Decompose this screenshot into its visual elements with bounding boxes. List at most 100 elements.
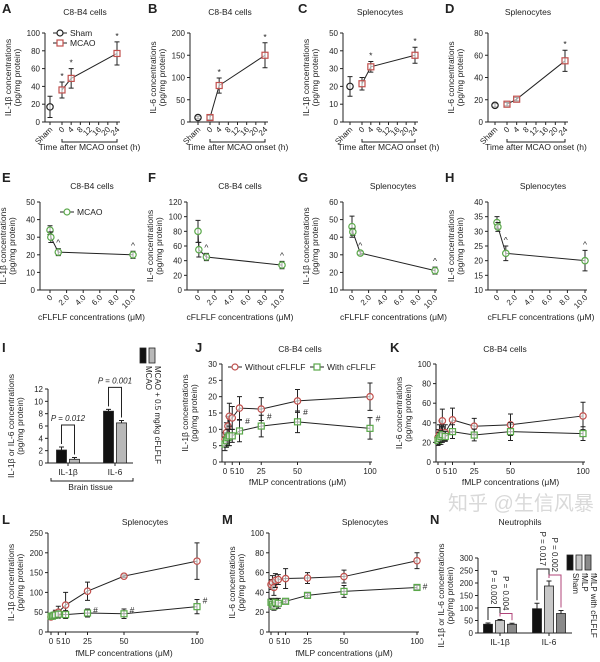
p-value: P = 0.002 bbox=[489, 570, 498, 605]
chart-title: C8-B4 cells bbox=[483, 344, 526, 354]
data-point bbox=[282, 597, 290, 605]
data-point bbox=[206, 113, 214, 122]
panel-letter: C bbox=[298, 1, 308, 16]
y-tick-label: 60 bbox=[173, 242, 182, 251]
x-tick-label: 0 bbox=[193, 293, 203, 303]
y-tick-label: 40 bbox=[26, 216, 35, 225]
y-tick-label: 40 bbox=[474, 198, 483, 207]
x-tick-label: 100 bbox=[576, 467, 590, 476]
y-tick-label: 100 bbox=[169, 213, 183, 222]
y-tick-label: 40 bbox=[173, 257, 182, 266]
y-tick-label: 50 bbox=[464, 617, 473, 626]
y-tick-label: 150 bbox=[30, 569, 44, 578]
comparison-bracket bbox=[536, 568, 550, 601]
error-bar bbox=[497, 619, 503, 621]
legend-swatch bbox=[584, 554, 592, 571]
x-axis-label: Time after MCAO onset (h) bbox=[338, 142, 440, 152]
significance-mark: # bbox=[376, 414, 381, 424]
x-tick-label: 8 bbox=[521, 125, 531, 135]
panel-letter: A bbox=[2, 1, 12, 16]
y-axis-label: (pg/mg protein) bbox=[7, 217, 17, 275]
x-tick-label: 2.0 bbox=[205, 293, 220, 308]
x-axis-label: Time after MCAO onset (h) bbox=[39, 142, 141, 152]
bar-series-1: fMLP bbox=[495, 554, 589, 634]
legend-label: Sham bbox=[571, 573, 580, 594]
group-label: IL-1β bbox=[490, 637, 510, 647]
x-axis-label: fMLP concentrations (μM) bbox=[462, 477, 560, 487]
x-axis-label: Time after MCAO onset (h) bbox=[187, 142, 289, 152]
y-tick-label: 25 bbox=[474, 242, 483, 251]
series-1: # # # # bbox=[221, 407, 381, 452]
significance-mark: * bbox=[115, 31, 119, 41]
x-tick-label: 6.0 bbox=[392, 293, 407, 308]
panel-h: H 10 15 20 25 30 35 40 IL-6 concentrations (pg/mg… bbox=[445, 170, 595, 322]
p-value: P = 0.004 bbox=[501, 576, 510, 611]
panel-letter: G bbox=[298, 170, 308, 185]
x-tick-label: 25 bbox=[257, 467, 266, 476]
legend-label: Sham bbox=[70, 28, 92, 38]
x-tick-label: 0 bbox=[45, 293, 55, 303]
data-point bbox=[61, 610, 70, 619]
y-axis-label: (pg/mg protein) bbox=[455, 217, 465, 275]
data-point bbox=[579, 429, 587, 438]
y-tick-label: 60 bbox=[255, 569, 264, 578]
legend-marker bbox=[231, 363, 239, 371]
y-tick-label: 30 bbox=[329, 251, 338, 260]
y-tick-label: 100 bbox=[172, 74, 186, 83]
watermark: 知乎 @生信风暴 bbox=[448, 492, 594, 515]
error-bar bbox=[558, 610, 564, 614]
data-point bbox=[281, 574, 290, 583]
x-axis-label: cFLFLF concentrations (μM) bbox=[38, 312, 145, 322]
x-tick-label: 24 bbox=[109, 125, 122, 138]
y-tick-label: 250 bbox=[30, 529, 44, 538]
x-tick-label: 5 bbox=[230, 467, 235, 476]
y-tick-label: 0 bbox=[213, 458, 218, 467]
x-tick-label: 8.0 bbox=[107, 293, 122, 308]
significance-mark: # bbox=[423, 581, 428, 591]
panel-letter: D bbox=[445, 1, 454, 16]
panel-g: G 10 20 30 40 50 60 IL-1β concentrations (pg/mg … bbox=[298, 170, 447, 322]
legend-label: fMLP with cFLFLF bbox=[589, 573, 598, 638]
time-bracket bbox=[209, 139, 266, 143]
y-tick-label: 0 bbox=[260, 628, 265, 637]
y-tick-label: 0 bbox=[36, 118, 41, 127]
y-tick-label: 50 bbox=[34, 608, 43, 617]
y-axis-label: (pg/mg protein) bbox=[189, 384, 199, 442]
y-tick-label: 80 bbox=[31, 47, 40, 56]
data-point bbox=[340, 572, 348, 581]
panel-e: E 0 10 20 30 40 50 IL-1β concentrations (pg/mg p… bbox=[0, 170, 145, 322]
series-0: ^^ bbox=[348, 215, 439, 275]
x-tick-label: 0 bbox=[205, 125, 215, 135]
data-point bbox=[120, 610, 128, 618]
bar bbox=[56, 449, 67, 464]
p-value: P = 0.001 bbox=[98, 376, 132, 385]
y-tick-label: 0 bbox=[39, 459, 44, 468]
legend-label: fMLP bbox=[580, 573, 589, 592]
x-tick-label: 0 bbox=[436, 467, 441, 476]
panel-b: B 0 50 100 150 200 IL-6 concentrations (pg/mg p… bbox=[148, 1, 289, 152]
data-point bbox=[228, 414, 237, 422]
data-point bbox=[193, 557, 201, 565]
y-tick-label: 30 bbox=[474, 227, 483, 236]
legend-marker bbox=[56, 39, 64, 47]
panel-i: I 0 2 4 6 8 10 12 IL-1β or IL-6 concentrations (p… bbox=[2, 340, 162, 492]
y-tick-label: 50 bbox=[26, 198, 35, 207]
bar bbox=[116, 422, 127, 464]
significance-mark: ^ bbox=[280, 250, 284, 260]
x-tick-label: 0 bbox=[492, 293, 502, 303]
y-tick-label: 0 bbox=[469, 629, 474, 638]
x-tick-label: 6.0 bbox=[540, 293, 555, 308]
data-point bbox=[83, 587, 92, 596]
error-bar bbox=[485, 622, 491, 625]
chart-title: Neutrophils bbox=[499, 517, 542, 527]
legend: MCAO bbox=[60, 207, 103, 217]
series-0 bbox=[46, 95, 54, 119]
y-tick-label: 20 bbox=[329, 268, 338, 277]
x-tick-label: 0 bbox=[502, 125, 512, 135]
error-bar bbox=[106, 408, 111, 412]
comparison-bracket bbox=[548, 574, 562, 608]
